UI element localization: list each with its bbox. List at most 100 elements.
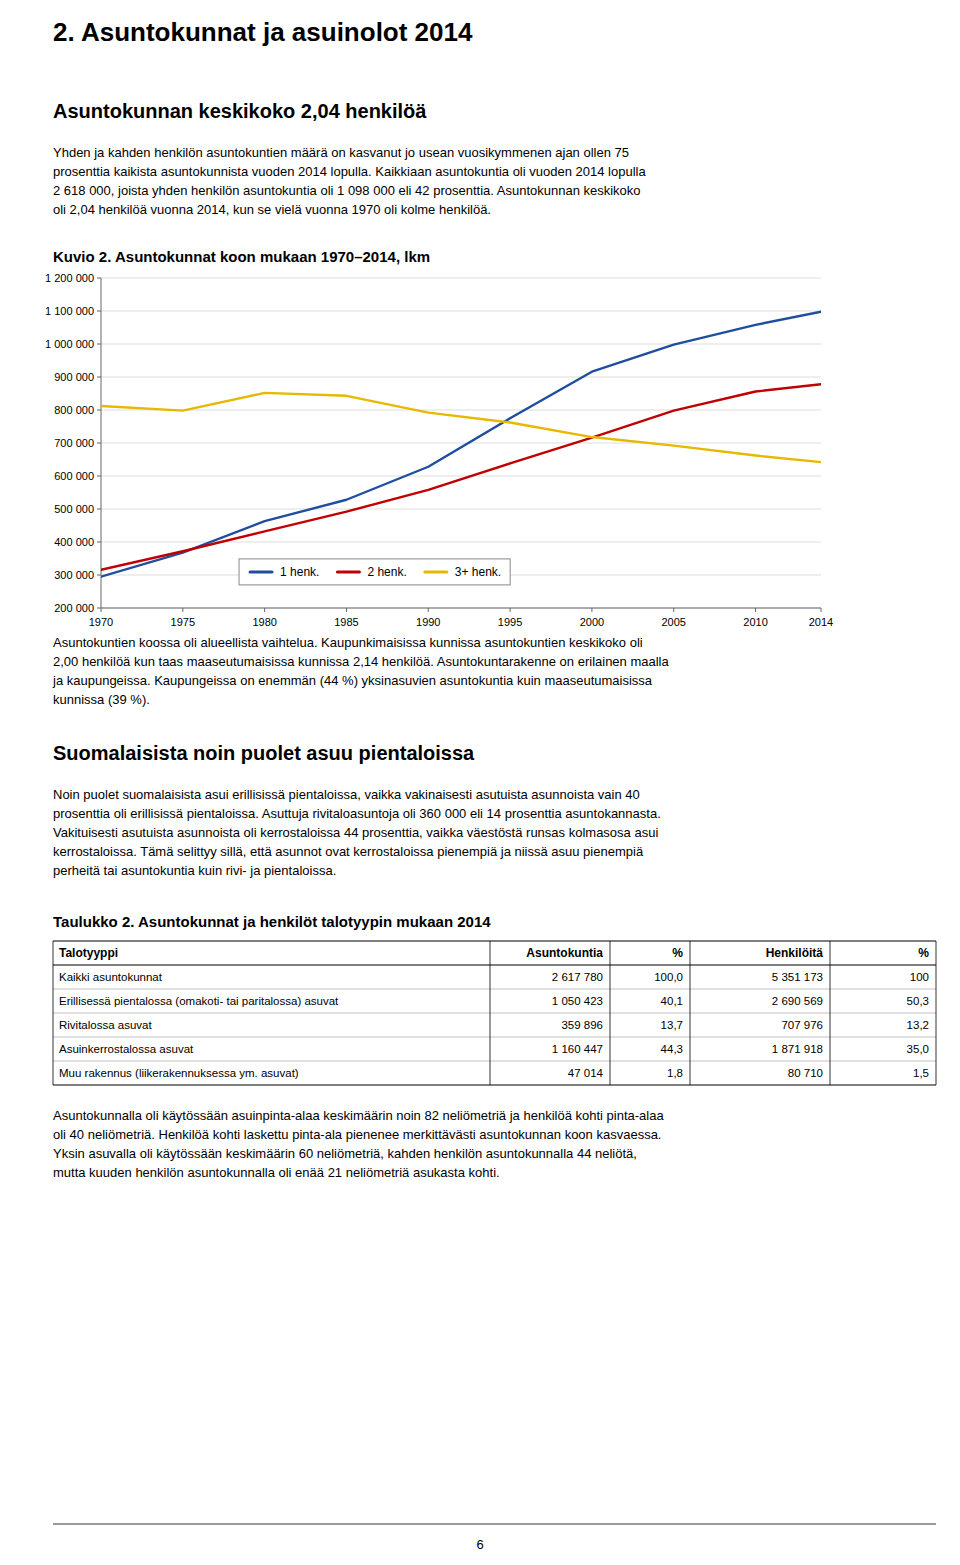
x-tick bbox=[428, 608, 429, 612]
grid-line bbox=[101, 311, 821, 312]
grid-line bbox=[101, 344, 821, 345]
x-tick-label: 1990 bbox=[416, 616, 440, 628]
y-tick bbox=[97, 344, 101, 345]
table-cell: 1,5 bbox=[913, 1067, 929, 1079]
y-tick bbox=[97, 443, 101, 444]
legend-label: 2 henk. bbox=[367, 565, 406, 579]
x-tick-label: 1975 bbox=[171, 616, 195, 628]
table-cell: 2 617 780 bbox=[552, 971, 603, 983]
legend: 1 henk. 2 henk. 3+ henk. bbox=[239, 559, 510, 585]
body-text: Yksin asuvalla oli käytössään keskimääri… bbox=[53, 1146, 637, 1161]
legend-label: 3+ henk. bbox=[455, 565, 501, 579]
body-text: oli 2,04 henkilöä vuonna 2014, kun se vi… bbox=[53, 202, 491, 217]
table-cell: Erillisessä pientalossa (omakoti- tai pa… bbox=[59, 995, 339, 1007]
x-tick-label: 1985 bbox=[334, 616, 358, 628]
table-cell: 1 160 447 bbox=[552, 1043, 603, 1055]
x-tick-label: 1980 bbox=[252, 616, 276, 628]
body-text: prosenttia kaikista asuntokunnista vuode… bbox=[53, 164, 646, 179]
table-header: % bbox=[672, 946, 683, 960]
x-tick-label: 2005 bbox=[661, 616, 685, 628]
table-cell: 47 014 bbox=[568, 1067, 604, 1079]
y-tick-label: 800 000 bbox=[54, 404, 94, 416]
page: 2. Asuntokunnat ja asuinolot 2014 Asuntok… bbox=[0, 0, 960, 1565]
y-tick-label: 1 200 000 bbox=[45, 272, 94, 284]
table-cell: 2 690 569 bbox=[772, 995, 823, 1007]
x-tick bbox=[673, 608, 674, 612]
table-rule bbox=[53, 941, 936, 942]
y-tick-label: 500 000 bbox=[54, 503, 94, 515]
x-axis bbox=[101, 608, 821, 609]
body-text: Asuntokuntien koossa oli alueellista vai… bbox=[53, 635, 643, 650]
y-tick bbox=[97, 410, 101, 411]
table-cell: Kaikki asuntokunnat bbox=[59, 971, 163, 983]
series-line bbox=[101, 393, 821, 462]
table-cell: Rivitalossa asuvat bbox=[59, 1019, 152, 1031]
y-tick-label: 200 000 bbox=[54, 602, 94, 614]
series-line bbox=[101, 384, 821, 569]
table-rule bbox=[53, 941, 54, 1085]
y-tick-label: 600 000 bbox=[54, 470, 94, 482]
y-axis bbox=[101, 278, 102, 608]
table-cell: 707 976 bbox=[781, 1019, 823, 1031]
body-text: Yhden ja kahden henkilön asuntokuntien m… bbox=[53, 145, 629, 160]
table-title: Taulukko 2. Asuntokunnat ja henkilöt tal… bbox=[53, 913, 491, 930]
table-cell: 50,3 bbox=[907, 995, 929, 1007]
page-title: 2. Asuntokunnat ja asuinolot 2014 bbox=[53, 17, 473, 47]
table-rule bbox=[53, 1013, 936, 1014]
x-tick-label: 2000 bbox=[580, 616, 604, 628]
body-text: prosenttia oli erillisissä pientaloissa.… bbox=[53, 806, 661, 821]
y-tick-label: 700 000 bbox=[54, 437, 94, 449]
body-text: Noin puolet suomalaisista asui erillisis… bbox=[53, 787, 640, 802]
legend-label: 1 henk. bbox=[280, 565, 319, 579]
x-tick bbox=[182, 608, 183, 612]
x-tick bbox=[821, 608, 822, 612]
table-header: Asuntokuntia bbox=[526, 946, 603, 960]
table-header: Talotyyppi bbox=[59, 946, 118, 960]
table-rule bbox=[690, 941, 691, 1085]
grid-line bbox=[101, 278, 821, 279]
grid-line bbox=[101, 608, 821, 609]
body-text: kunnissa (39 %). bbox=[53, 692, 150, 707]
y-tick-label: 900 000 bbox=[54, 371, 94, 383]
body-text: 2 618 000, joista yhden henkilön asuntok… bbox=[53, 183, 641, 198]
body-text: 2,00 henkilöä kun taas maaseutumaisissa … bbox=[53, 654, 669, 669]
subtitle: Asuntokunnan keskikoko 2,04 henkilöä bbox=[53, 100, 427, 122]
table-cell: 5 351 173 bbox=[772, 971, 823, 983]
table-cell: Muu rakennus (liikerakennuksessa ym. asu… bbox=[59, 1067, 299, 1079]
page-number: 6 bbox=[476, 1537, 483, 1552]
y-tick bbox=[97, 608, 101, 609]
table-cell: 44,3 bbox=[661, 1043, 683, 1055]
plot-area bbox=[101, 312, 821, 577]
table-rule bbox=[610, 941, 611, 1085]
table-rule bbox=[53, 989, 936, 990]
grid-line bbox=[101, 443, 821, 444]
table-cell: 100,0 bbox=[654, 971, 683, 983]
chart: 200 000300 000400 000500 000600 000700 0… bbox=[45, 272, 833, 628]
y-tick-label: 1 000 000 bbox=[45, 338, 94, 350]
table-rule bbox=[53, 1085, 936, 1086]
table-rule bbox=[53, 1037, 936, 1038]
table-cell: 13,2 bbox=[907, 1019, 929, 1031]
x-tick-label: 2010 bbox=[743, 616, 767, 628]
y-tick bbox=[97, 377, 101, 378]
x-tick bbox=[101, 608, 102, 612]
table-cell: 100 bbox=[910, 971, 929, 983]
x-tick bbox=[510, 608, 511, 612]
grid-line bbox=[101, 509, 821, 510]
grid-line bbox=[101, 410, 821, 411]
legend-swatch bbox=[425, 570, 447, 573]
body-text: Asuntokunnalla oli käytössään asuinpinta… bbox=[53, 1108, 664, 1123]
chart-title: Kuvio 2. Asuntokunnat koon mukaan 1970–2… bbox=[53, 248, 430, 265]
table-header: % bbox=[918, 946, 929, 960]
legend-box bbox=[239, 559, 510, 585]
x-tick-label: 2014 bbox=[809, 616, 833, 628]
y-tick bbox=[97, 278, 101, 279]
table-cell: Asuinkerrostalossa asuvat bbox=[59, 1043, 194, 1055]
x-tick-label: 1970 bbox=[89, 616, 113, 628]
y-tick-label: 1 100 000 bbox=[45, 305, 94, 317]
table-rule bbox=[53, 965, 936, 966]
body-text: oli 40 neliömetriä. Henkilöä kohti laske… bbox=[53, 1127, 661, 1142]
table-rule bbox=[53, 1061, 936, 1062]
y-tick bbox=[97, 476, 101, 477]
y-tick bbox=[97, 575, 101, 576]
